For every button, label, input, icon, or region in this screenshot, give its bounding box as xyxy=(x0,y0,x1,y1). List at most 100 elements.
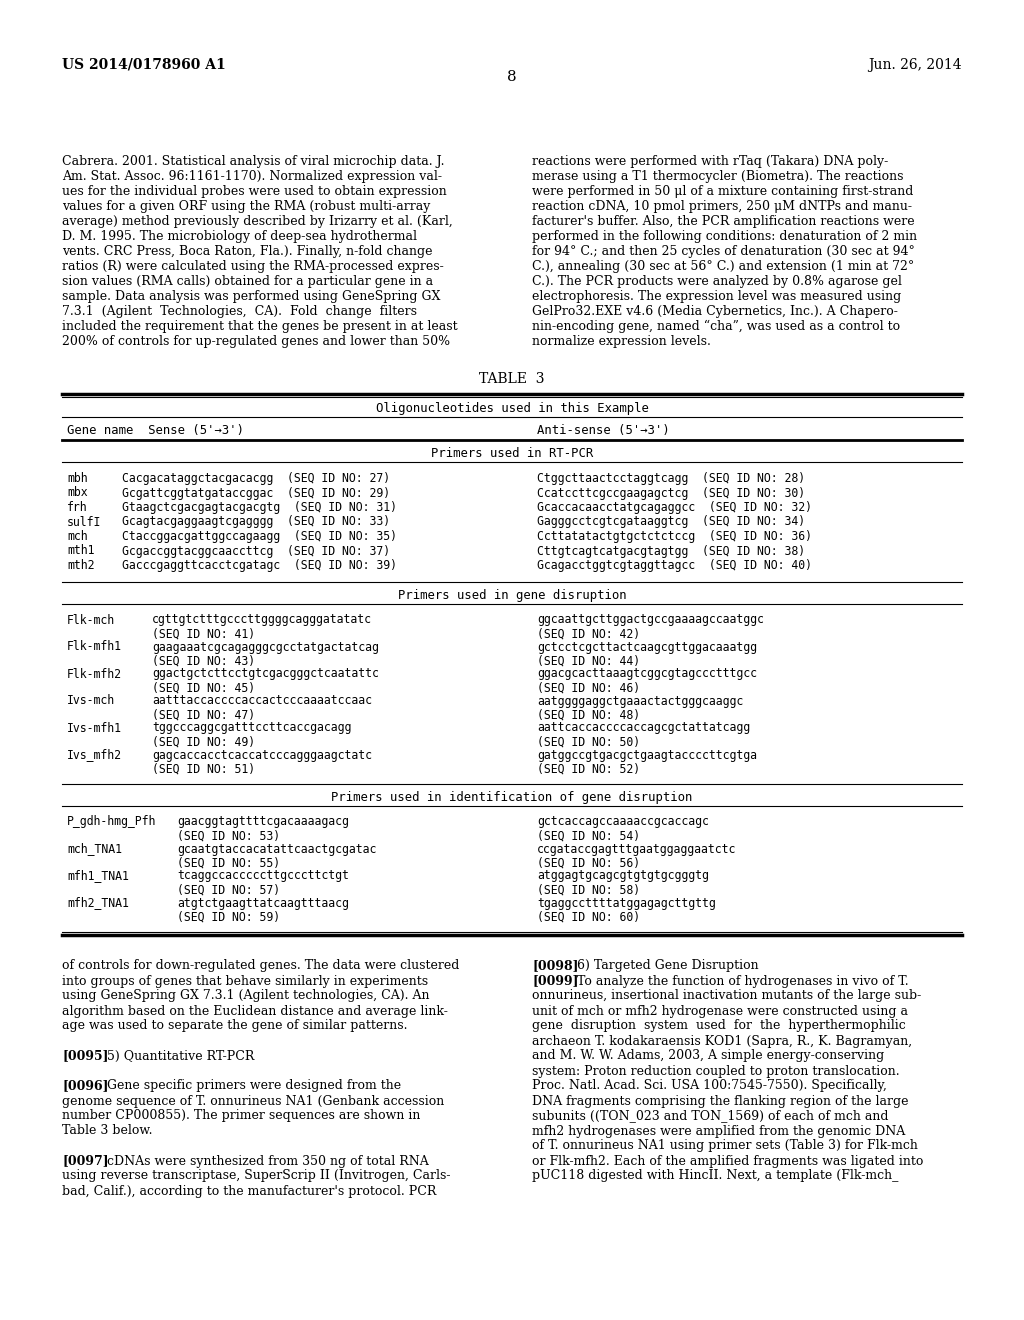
Text: using GeneSpring GX 7.3.1 (Agilent technologies, CA). An: using GeneSpring GX 7.3.1 (Agilent techn… xyxy=(62,990,429,1002)
Text: (SEQ ID NO: 57): (SEQ ID NO: 57) xyxy=(177,883,281,896)
Text: system: Proton reduction coupled to proton translocation.: system: Proton reduction coupled to prot… xyxy=(532,1064,900,1077)
Text: Ccttatatactgtgctctctccg  (SEQ ID NO: 36): Ccttatatactgtgctctctccg (SEQ ID NO: 36) xyxy=(537,531,812,543)
Text: tggcccaggcgatttccttcaccgacagg: tggcccaggcgatttccttcaccgacagg xyxy=(152,722,351,734)
Text: ues for the individual probes were used to obtain expression: ues for the individual probes were used … xyxy=(62,185,446,198)
Text: (SEQ ID NO: 58): (SEQ ID NO: 58) xyxy=(537,883,640,896)
Text: onnurineus, insertional inactivation mutants of the large sub-: onnurineus, insertional inactivation mut… xyxy=(532,990,922,1002)
Text: (SEQ ID NO: 41): (SEQ ID NO: 41) xyxy=(152,627,255,640)
Text: (SEQ ID NO: 54): (SEQ ID NO: 54) xyxy=(537,829,640,842)
Text: [0099]: [0099] xyxy=(532,974,579,987)
Text: Gcagacctggtcgtaggttagcc  (SEQ ID NO: 40): Gcagacctggtcgtaggttagcc (SEQ ID NO: 40) xyxy=(537,558,812,572)
Text: were performed in 50 μl of a mixture containing first-strand: were performed in 50 μl of a mixture con… xyxy=(532,185,913,198)
Text: 200% of controls for up-regulated genes and lower than 50%: 200% of controls for up-regulated genes … xyxy=(62,335,451,348)
Text: merase using a T1 thermocycler (Biometra). The reactions: merase using a T1 thermocycler (Biometra… xyxy=(532,170,903,183)
Text: Ivs_mfh2: Ivs_mfh2 xyxy=(67,748,122,762)
Text: algorithm based on the Euclidean distance and average link-: algorithm based on the Euclidean distanc… xyxy=(62,1005,447,1018)
Text: mfh1_TNA1: mfh1_TNA1 xyxy=(67,870,129,883)
Text: for 94° C.; and then 25 cycles of denaturation (30 sec at 94°: for 94° C.; and then 25 cycles of denatu… xyxy=(532,246,914,257)
Text: electrophoresis. The expression level was measured using: electrophoresis. The expression level wa… xyxy=(532,290,901,304)
Text: tcaggccacccccttgcccttctgt: tcaggccacccccttgcccttctgt xyxy=(177,870,349,883)
Text: 6) Targeted Gene Disruption: 6) Targeted Gene Disruption xyxy=(565,960,759,973)
Text: performed in the following conditions: denaturation of 2 min: performed in the following conditions: d… xyxy=(532,230,918,243)
Text: and M. W. W. Adams, 2003, A simple energy-conserving: and M. W. W. Adams, 2003, A simple energ… xyxy=(532,1049,885,1063)
Text: genome sequence of T. onnurineus NA1 (Genbank accession: genome sequence of T. onnurineus NA1 (Ge… xyxy=(62,1094,444,1107)
Text: Jun. 26, 2014: Jun. 26, 2014 xyxy=(868,58,962,73)
Text: Ctggcttaactcctaggtcagg  (SEQ ID NO: 28): Ctggcttaactcctaggtcagg (SEQ ID NO: 28) xyxy=(537,473,805,484)
Text: of T. onnurineus NA1 using primer sets (Table 3) for Flk-mch: of T. onnurineus NA1 using primer sets (… xyxy=(532,1139,918,1152)
Text: 7.3.1  (Agilent  Technologies,  CA).  Fold  change  filters: 7.3.1 (Agilent Technologies, CA). Fold c… xyxy=(62,305,417,318)
Text: aattcaccaccccaccagcgctattatcagg: aattcaccaccccaccagcgctattatcagg xyxy=(537,722,751,734)
Text: Gcgattcggtatgataccggac  (SEQ ID NO: 29): Gcgattcggtatgataccggac (SEQ ID NO: 29) xyxy=(122,487,390,499)
Text: (SEQ ID NO: 51): (SEQ ID NO: 51) xyxy=(152,763,255,776)
Text: (SEQ ID NO: 50): (SEQ ID NO: 50) xyxy=(537,735,640,748)
Text: vents. CRC Press, Boca Raton, Fla.). Finally, n-fold change: vents. CRC Press, Boca Raton, Fla.). Fin… xyxy=(62,246,432,257)
Text: normalize expression levels.: normalize expression levels. xyxy=(532,335,711,348)
Text: (SEQ ID NO: 48): (SEQ ID NO: 48) xyxy=(537,709,640,722)
Text: 5) Quantitative RT-PCR: 5) Quantitative RT-PCR xyxy=(95,1049,255,1063)
Text: mch: mch xyxy=(67,531,88,543)
Text: mbx: mbx xyxy=(67,487,88,499)
Text: (SEQ ID NO: 42): (SEQ ID NO: 42) xyxy=(537,627,640,640)
Text: sample. Data analysis was performed using GeneSpring GX: sample. Data analysis was performed usin… xyxy=(62,290,440,304)
Text: Cttgtcagtcatgacgtagtgg  (SEQ ID NO: 38): Cttgtcagtcatgacgtagtgg (SEQ ID NO: 38) xyxy=(537,544,805,557)
Text: (SEQ ID NO: 43): (SEQ ID NO: 43) xyxy=(152,655,255,668)
Text: ggactgctcttcctgtcgacgggctcaatattc: ggactgctcttcctgtcgacgggctcaatattc xyxy=(152,668,379,681)
Text: facturer's buffer. Also, the PCR amplification reactions were: facturer's buffer. Also, the PCR amplifi… xyxy=(532,215,914,228)
Text: sulfI: sulfI xyxy=(67,516,101,528)
Text: mfh2 hydrogenases were amplified from the genomic DNA: mfh2 hydrogenases were amplified from th… xyxy=(532,1125,905,1138)
Text: or Flk-mfh2. Each of the amplified fragments was ligated into: or Flk-mfh2. Each of the amplified fragm… xyxy=(532,1155,924,1167)
Text: cgttgtctttgcccttggggcagggatatatc: cgttgtctttgcccttggggcagggatatatc xyxy=(152,614,372,627)
Text: gctcaccagccaaaaccgcaccagc: gctcaccagccaaaaccgcaccagc xyxy=(537,816,709,829)
Text: cDNAs were synthesized from 350 ng of total RNA: cDNAs were synthesized from 350 ng of to… xyxy=(95,1155,429,1167)
Text: mch_TNA1: mch_TNA1 xyxy=(67,842,122,855)
Text: of controls for down-regulated genes. The data were clustered: of controls for down-regulated genes. Th… xyxy=(62,960,460,973)
Text: (SEQ ID NO: 60): (SEQ ID NO: 60) xyxy=(537,911,640,924)
Text: Gene specific primers were designed from the: Gene specific primers were designed from… xyxy=(95,1080,401,1093)
Text: into groups of genes that behave similarly in experiments: into groups of genes that behave similar… xyxy=(62,974,428,987)
Text: Gcagtacgaggaagtcgagggg  (SEQ ID NO: 33): Gcagtacgaggaagtcgagggg (SEQ ID NO: 33) xyxy=(122,516,390,528)
Text: (SEQ ID NO: 47): (SEQ ID NO: 47) xyxy=(152,709,255,722)
Text: tgaggccttttatggagagcttgttg: tgaggccttttatggagagcttgttg xyxy=(537,896,716,909)
Text: atgtctgaagttatcaagtttaacg: atgtctgaagttatcaagtttaacg xyxy=(177,896,349,909)
Text: Cabrera. 2001. Statistical analysis of viral microchip data. J.: Cabrera. 2001. Statistical analysis of v… xyxy=(62,154,444,168)
Text: atggagtgcagcgtgtgtgcgggtg: atggagtgcagcgtgtgtgcgggtg xyxy=(537,870,709,883)
Text: bad, Calif.), according to the manufacturer's protocol. PCR: bad, Calif.), according to the manufactu… xyxy=(62,1184,436,1197)
Text: pUC118 digested with HincII. Next, a template (Flk-mch_: pUC118 digested with HincII. Next, a tem… xyxy=(532,1170,898,1183)
Text: using reverse transcriptase, SuperScrip II (Invitrogen, Carls-: using reverse transcriptase, SuperScrip … xyxy=(62,1170,451,1183)
Text: (SEQ ID NO: 45): (SEQ ID NO: 45) xyxy=(152,681,255,694)
Text: To analyze the function of hydrogenases in vivo of T.: To analyze the function of hydrogenases … xyxy=(565,974,909,987)
Text: ggacgcacttaaagtcggcgtagccctttgcc: ggacgcacttaaagtcggcgtagccctttgcc xyxy=(537,668,757,681)
Text: Primers used in identification of gene disruption: Primers used in identification of gene d… xyxy=(332,791,692,804)
Text: included the requirement that the genes be present in at least: included the requirement that the genes … xyxy=(62,319,458,333)
Text: [0098]: [0098] xyxy=(532,960,579,973)
Text: [0096]: [0096] xyxy=(62,1080,109,1093)
Text: Gagggcctcgtcgataaggtcg  (SEQ ID NO: 34): Gagggcctcgtcgataaggtcg (SEQ ID NO: 34) xyxy=(537,516,805,528)
Text: (SEQ ID NO: 55): (SEQ ID NO: 55) xyxy=(177,857,281,870)
Text: mth2: mth2 xyxy=(67,558,94,572)
Text: (SEQ ID NO: 56): (SEQ ID NO: 56) xyxy=(537,857,640,870)
Text: C.), annealing (30 sec at 56° C.) and extension (1 min at 72°: C.), annealing (30 sec at 56° C.) and ex… xyxy=(532,260,914,273)
Text: 8: 8 xyxy=(507,70,517,84)
Text: P_gdh-hmg_Pfh: P_gdh-hmg_Pfh xyxy=(67,816,157,829)
Text: (SEQ ID NO: 49): (SEQ ID NO: 49) xyxy=(152,735,255,748)
Text: Am. Stat. Assoc. 96:1161-1170). Normalized expression val-: Am. Stat. Assoc. 96:1161-1170). Normaliz… xyxy=(62,170,442,183)
Text: (SEQ ID NO: 46): (SEQ ID NO: 46) xyxy=(537,681,640,694)
Text: sion values (RMA calls) obtained for a particular gene in a: sion values (RMA calls) obtained for a p… xyxy=(62,275,433,288)
Text: gaagaaatcgcagagggcgcctatgactatcag: gaagaaatcgcagagggcgcctatgactatcag xyxy=(152,640,379,653)
Text: (SEQ ID NO: 59): (SEQ ID NO: 59) xyxy=(177,911,281,924)
Text: Anti-sense (5'→3'): Anti-sense (5'→3') xyxy=(537,424,670,437)
Text: DNA fragments comprising the flanking region of the large: DNA fragments comprising the flanking re… xyxy=(532,1094,908,1107)
Text: Flk-mfh1: Flk-mfh1 xyxy=(67,640,122,653)
Text: Ivs-mch: Ivs-mch xyxy=(67,694,115,708)
Text: (SEQ ID NO: 44): (SEQ ID NO: 44) xyxy=(537,655,640,668)
Text: US 2014/0178960 A1: US 2014/0178960 A1 xyxy=(62,58,225,73)
Text: number CP000855). The primer sequences are shown in: number CP000855). The primer sequences a… xyxy=(62,1110,421,1122)
Text: gene  disruption  system  used  for  the  hyperthermophilic: gene disruption system used for the hype… xyxy=(532,1019,906,1032)
Text: age was used to separate the gene of similar patterns.: age was used to separate the gene of sim… xyxy=(62,1019,408,1032)
Text: mth1: mth1 xyxy=(67,544,94,557)
Text: Ivs-mfh1: Ivs-mfh1 xyxy=(67,722,122,734)
Text: Gtaagctcgacgagtacgacgtg  (SEQ ID NO: 31): Gtaagctcgacgagtacgacgtg (SEQ ID NO: 31) xyxy=(122,502,397,513)
Text: values for a given ORF using the RMA (robust multi-array: values for a given ORF using the RMA (ro… xyxy=(62,201,430,213)
Text: aatggggaggctgaaactactgggcaaggc: aatggggaggctgaaactactgggcaaggc xyxy=(537,694,743,708)
Text: (SEQ ID NO: 53): (SEQ ID NO: 53) xyxy=(177,829,281,842)
